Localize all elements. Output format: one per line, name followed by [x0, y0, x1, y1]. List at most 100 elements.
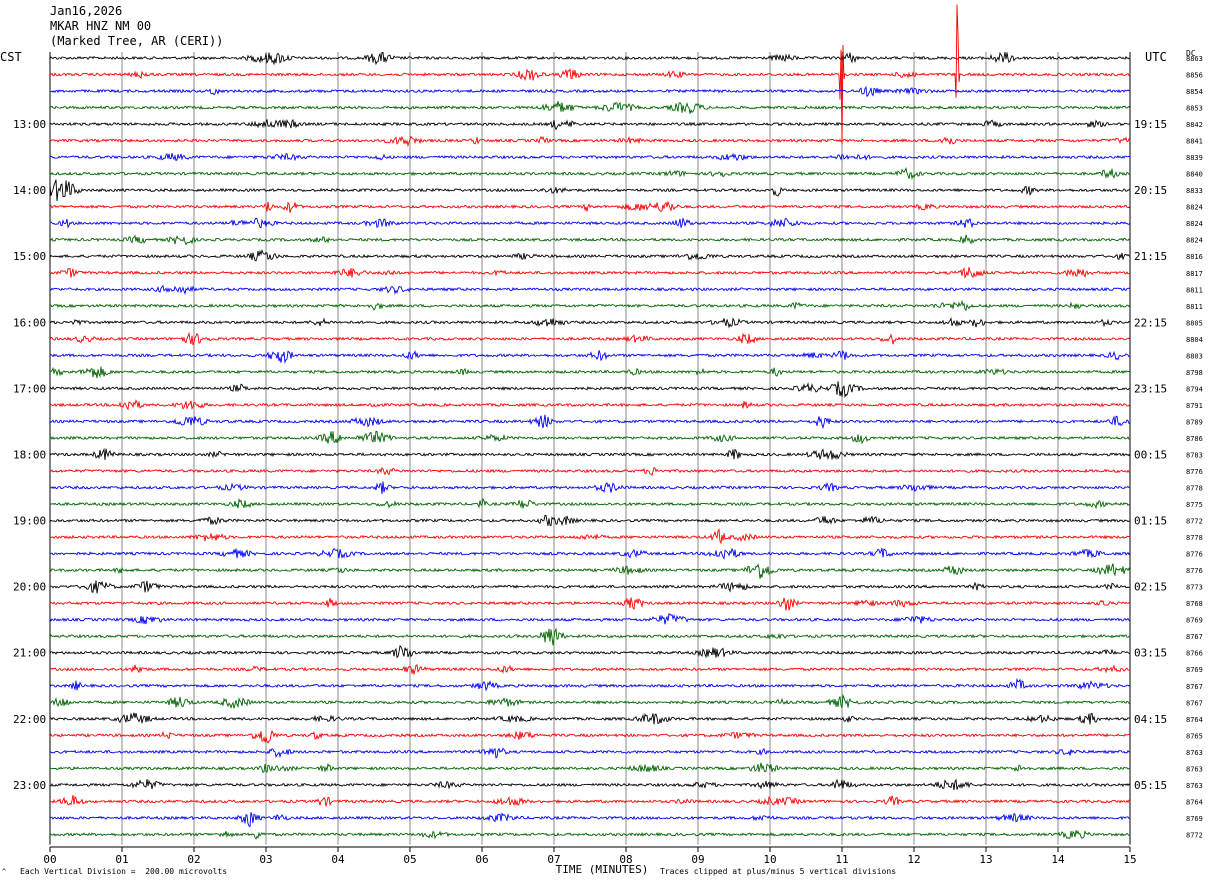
utc-hour-label: 21:15: [1134, 250, 1167, 263]
utc-hour-label: 03:15: [1134, 647, 1167, 660]
dc-offset-label: 8854: [1186, 88, 1203, 96]
utc-hour-label: 23:15: [1134, 382, 1167, 395]
dc-offset-label: 8769: [1186, 666, 1203, 674]
seismic-trace-8: [49, 166, 1131, 181]
dc-offset-label: 8783: [1186, 451, 1203, 459]
seismic-trace-35: [49, 612, 1131, 625]
dc-offset-label: 8824: [1186, 220, 1203, 228]
x-tick-label: 00: [43, 853, 56, 866]
plot-date: Jan16,2026: [50, 4, 123, 18]
seismic-trace-22: [49, 399, 1131, 411]
dc-offset-label: 8811: [1186, 286, 1203, 294]
dc-offset-label: 8840: [1186, 171, 1203, 179]
seismic-trace-28: [49, 497, 1131, 510]
utc-hour-label: 02:15: [1134, 581, 1167, 594]
x-tick-label: 11: [835, 853, 848, 866]
x-axis-label: TIME (MINUTES): [556, 863, 649, 876]
seismic-trace-13: [49, 249, 1131, 262]
dc-offset-label: 8773: [1186, 584, 1203, 592]
dc-offset-label: 8824: [1186, 237, 1203, 245]
seismic-trace-23: [49, 414, 1131, 429]
dc-offset-label: 8772: [1186, 831, 1203, 839]
x-tick-label: 01: [115, 853, 128, 866]
utc-hour-label: 04:15: [1134, 713, 1167, 726]
dc-offset-label: 8767: [1186, 683, 1203, 691]
dc-offset-label: 8776: [1186, 551, 1203, 559]
seismic-trace-33: [49, 580, 1131, 594]
cst-hour-label: 18:00: [13, 448, 46, 461]
seismic-trace-21: [49, 381, 1131, 399]
x-tick-label: 06: [475, 853, 488, 866]
station-location: (Marked Tree, AR (CERI)): [50, 34, 224, 48]
x-tick-label: 05: [403, 853, 416, 866]
seismic-trace-17: [49, 316, 1131, 329]
clip-note: Traces clipped at plus/minus 5 vertical …: [660, 867, 897, 876]
utc-zone-label: UTC: [1145, 50, 1167, 64]
seismic-trace-16: [49, 299, 1131, 312]
dc-offset-label: 8863: [1186, 55, 1203, 63]
seismic-trace-47: [49, 812, 1131, 828]
seismic-trace-7: [49, 152, 1131, 162]
seismic-trace-3: [49, 85, 1130, 98]
dc-offset-label: 8764: [1186, 716, 1203, 724]
x-tick-label: 04: [331, 853, 345, 866]
cst-hour-label: 17:00: [13, 382, 46, 395]
x-tick-label: 12: [907, 853, 920, 866]
seismic-trace-29: [49, 514, 1131, 527]
dc-offset-label: 8772: [1186, 518, 1203, 526]
cst-hour-label: 19:00: [13, 515, 46, 528]
dc-offset-label: 8803: [1186, 352, 1203, 360]
dc-offset-label: 8817: [1186, 270, 1203, 278]
seismic-trace-25: [49, 447, 1131, 461]
dc-offset-label: 8767: [1186, 699, 1203, 707]
seismic-trace-19: [49, 349, 1131, 364]
scale-note: Each Vertical Division = 200.00 microvol…: [20, 867, 228, 876]
dc-offset-label: 8763: [1186, 782, 1203, 790]
cst-hour-label: 22:00: [13, 713, 46, 726]
seismic-trace-43: [49, 747, 1131, 759]
dc-offset-label: 8769: [1186, 815, 1203, 823]
seismic-trace-36: [49, 627, 1131, 646]
dc-offset-label: 8839: [1186, 154, 1203, 162]
cst-hour-label: 16:00: [13, 316, 46, 329]
dc-offset-label: 8786: [1186, 435, 1203, 443]
x-tick-label: 03: [259, 853, 272, 866]
utc-hour-label: 00:15: [1134, 448, 1167, 461]
chart-grid: [49, 52, 1131, 845]
dc-offset-label: 8816: [1186, 253, 1203, 261]
utc-hour-label: 19:15: [1134, 118, 1167, 131]
dc-offset-label: 8824: [1186, 204, 1203, 212]
seismic-trace-44: [50, 762, 1131, 774]
seismic-trace-41: [49, 712, 1131, 725]
seismic-trace-40: [49, 694, 1131, 710]
dc-offset-label: 8842: [1186, 121, 1203, 129]
seismic-trace-10: [49, 201, 1131, 213]
corner-mark-icon: ^: [2, 868, 7, 876]
seismic-trace-38: [49, 664, 1131, 675]
seismic-trace-15: [49, 284, 1131, 295]
x-tick-label: 14: [1051, 853, 1065, 866]
seismic-trace-1: [49, 51, 1131, 66]
dc-offset-label: 8776: [1186, 468, 1203, 476]
utc-hour-label: 01:15: [1134, 515, 1167, 528]
seismic-trace-9: [49, 179, 1131, 202]
dc-offset-label: 8778: [1186, 534, 1203, 542]
dc-offset-label: 8764: [1186, 798, 1203, 806]
dc-offset-label: 8769: [1186, 617, 1203, 625]
dc-offset-label: 8791: [1186, 402, 1203, 410]
dc-offset-label: 8763: [1186, 765, 1203, 773]
utc-hour-label: 22:15: [1134, 316, 1167, 329]
dc-offset-labels: 8863 8856 8854 8853 8842 8841 8839 8840 8833 8824…: [1186, 55, 1203, 839]
dc-offset-label: 8778: [1186, 485, 1203, 493]
dc-offset-label: 8841: [1186, 138, 1203, 146]
cst-hour-label: 14:00: [13, 184, 46, 197]
seismic-trace-31: [49, 547, 1131, 560]
x-tick-label: 08: [619, 853, 632, 866]
utc-hour-label: 20:15: [1134, 184, 1167, 197]
cst-hour-label: 15:00: [13, 250, 46, 263]
dc-offset-label: 8765: [1186, 732, 1203, 740]
seismic-trace-32: [49, 563, 1131, 579]
x-tick-label: 13: [979, 853, 992, 866]
seismic-trace-18: [49, 331, 1131, 346]
